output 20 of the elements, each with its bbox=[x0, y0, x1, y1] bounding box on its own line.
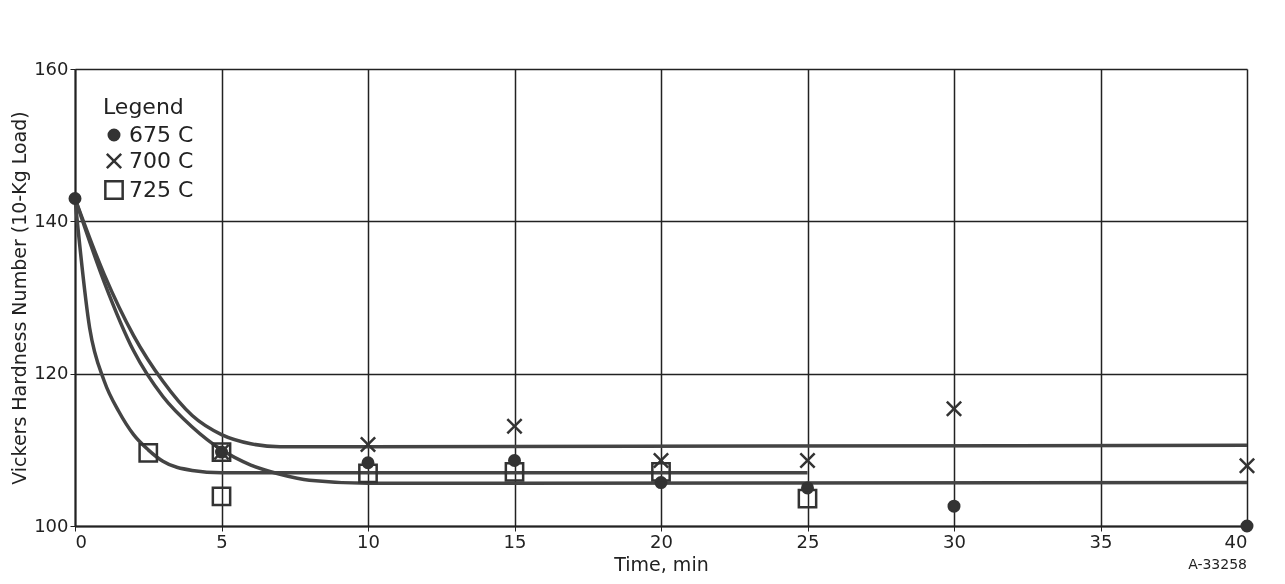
legend-label: 675 C bbox=[129, 122, 194, 147]
x-axis-title: Time, min bbox=[613, 552, 709, 575]
x-tick-label: 15 bbox=[503, 530, 527, 552]
x-tick-label: 20 bbox=[650, 530, 673, 552]
legend-label: 700 C bbox=[129, 148, 194, 173]
x-tick-label: 5 bbox=[216, 530, 228, 552]
y-axis-title: Vickers Hardness Number (10-Kg Load) bbox=[8, 111, 31, 485]
y-tick-label: 160 bbox=[34, 57, 69, 79]
legend-label: 725 C bbox=[129, 177, 194, 202]
y-tick-label: 140 bbox=[34, 209, 69, 231]
x-tick-label: 40 bbox=[1224, 530, 1248, 552]
x-tick-label: 35 bbox=[1089, 530, 1113, 552]
x-tick-label: 30 bbox=[943, 530, 966, 552]
x-tick-label: 10 bbox=[357, 530, 380, 552]
y-tick-label: 120 bbox=[34, 362, 69, 384]
text: A-33258 bbox=[1188, 556, 1247, 572]
y-tick-label: 100 bbox=[34, 514, 69, 536]
x-tick-label: 25 bbox=[796, 530, 820, 552]
legend-title: Legend bbox=[103, 94, 184, 119]
x-tick-label: 0 bbox=[75, 530, 87, 552]
